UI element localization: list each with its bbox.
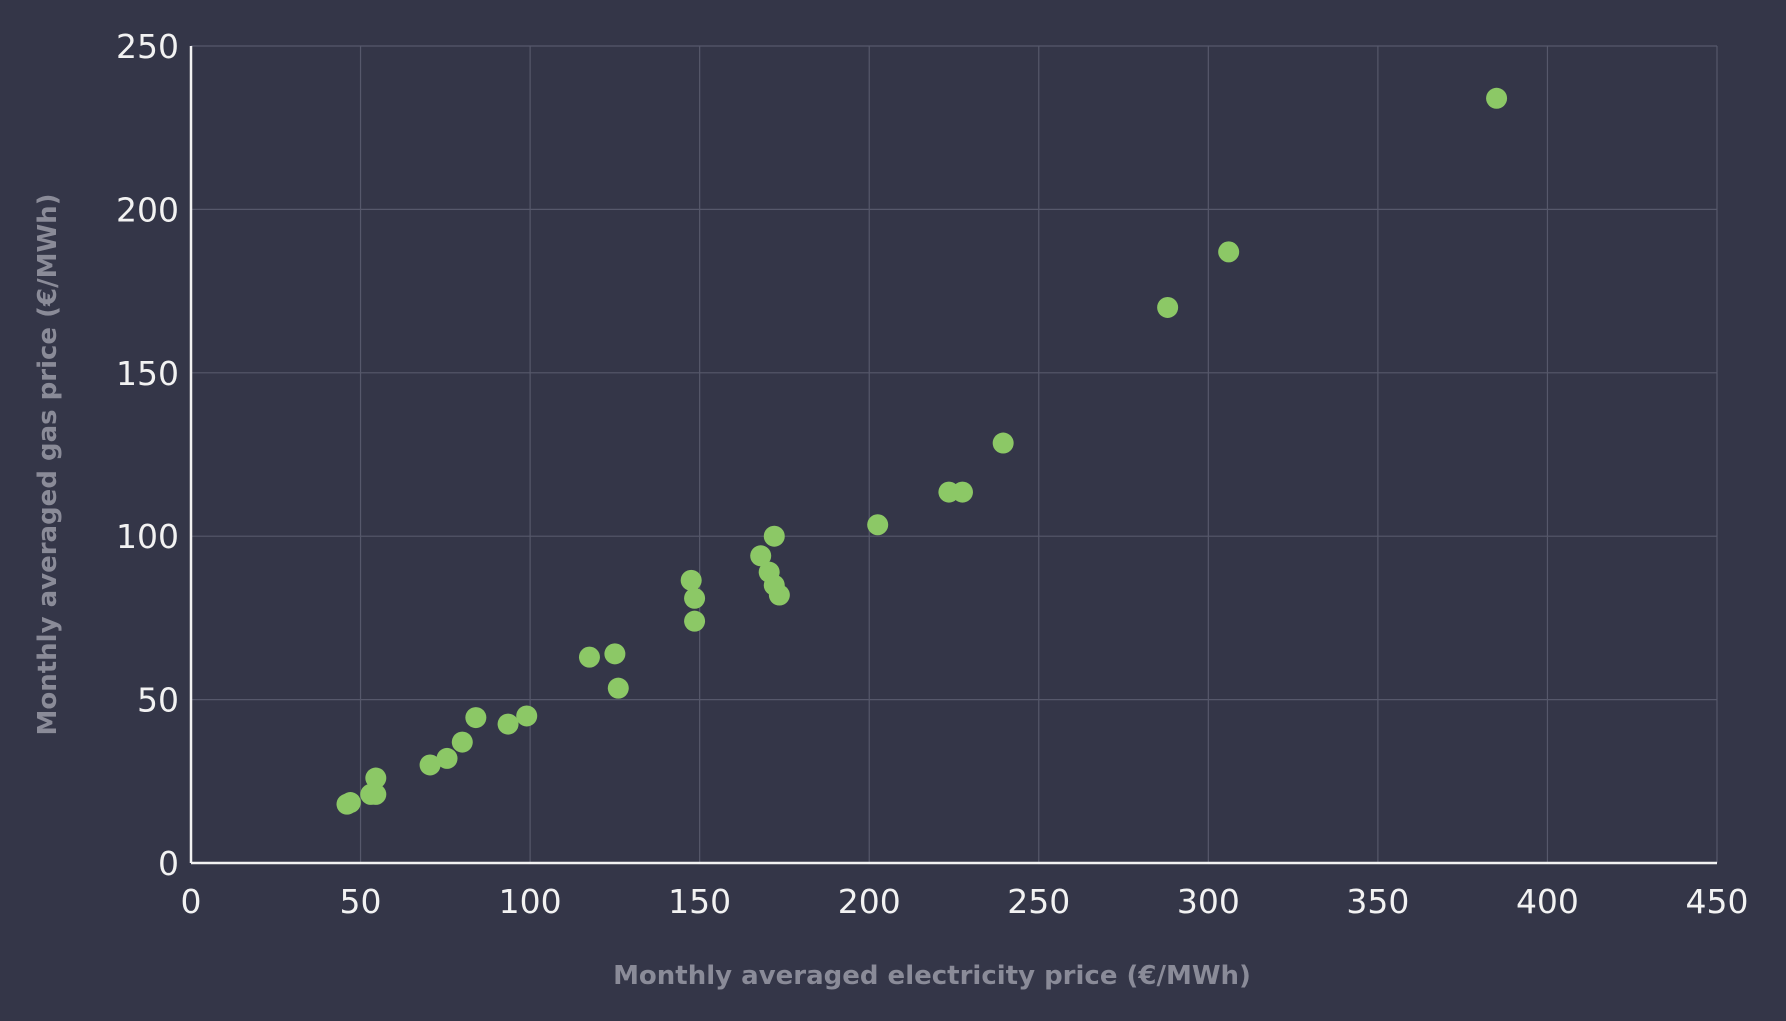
data-point [578, 646, 600, 668]
grid [191, 45, 1718, 863]
data-point [1486, 87, 1508, 109]
data-point [607, 677, 629, 699]
data-point [680, 569, 702, 591]
y-tick-label: 250 [116, 27, 179, 66]
y-axis-title: Monthly averaged gas price (€/MWh) [33, 193, 63, 735]
data-point [750, 545, 772, 567]
y-tick-label: 50 [137, 681, 179, 720]
data-point [1218, 241, 1240, 263]
x-tick-label: 150 [668, 882, 731, 921]
data-point [365, 783, 387, 805]
x-tick-label: 350 [1346, 882, 1409, 921]
data-point [419, 754, 441, 776]
data-point [497, 713, 519, 735]
data-point [465, 707, 487, 729]
data-point [951, 481, 973, 503]
data-point [768, 584, 790, 606]
x-tick-label: 400 [1516, 882, 1579, 921]
x-tick-label: 300 [1177, 882, 1240, 921]
data-point [684, 587, 706, 609]
data-point [1157, 296, 1179, 318]
y-tick-label: 200 [116, 190, 179, 229]
data-point [339, 792, 361, 814]
data-point [365, 767, 387, 789]
tick-labels: 0 50 100 150 200 250 300 350 400 450 0 50 100 150 200 2… [116, 27, 1749, 921]
axes [189, 46, 1717, 865]
y-tick-label: 150 [116, 354, 179, 393]
x-tick-label: 50 [340, 882, 382, 921]
x-tick-label: 0 [181, 882, 202, 921]
data-point [451, 731, 473, 753]
data-points [336, 87, 1508, 815]
data-point [763, 525, 785, 547]
y-tick-label: 100 [116, 517, 179, 556]
data-point [684, 610, 706, 632]
data-point [516, 705, 538, 727]
x-tick-label: 450 [1686, 882, 1749, 921]
y-tick-label: 0 [158, 844, 179, 883]
data-point [992, 432, 1014, 454]
data-point [867, 514, 889, 536]
data-point [604, 643, 626, 665]
x-tick-label: 200 [838, 882, 901, 921]
x-tick-label: 100 [499, 882, 562, 921]
data-point [436, 747, 458, 769]
x-tick-label: 250 [1007, 882, 1070, 921]
x-axis-title: Monthly averaged electricity price (€/MW… [613, 961, 1251, 991]
